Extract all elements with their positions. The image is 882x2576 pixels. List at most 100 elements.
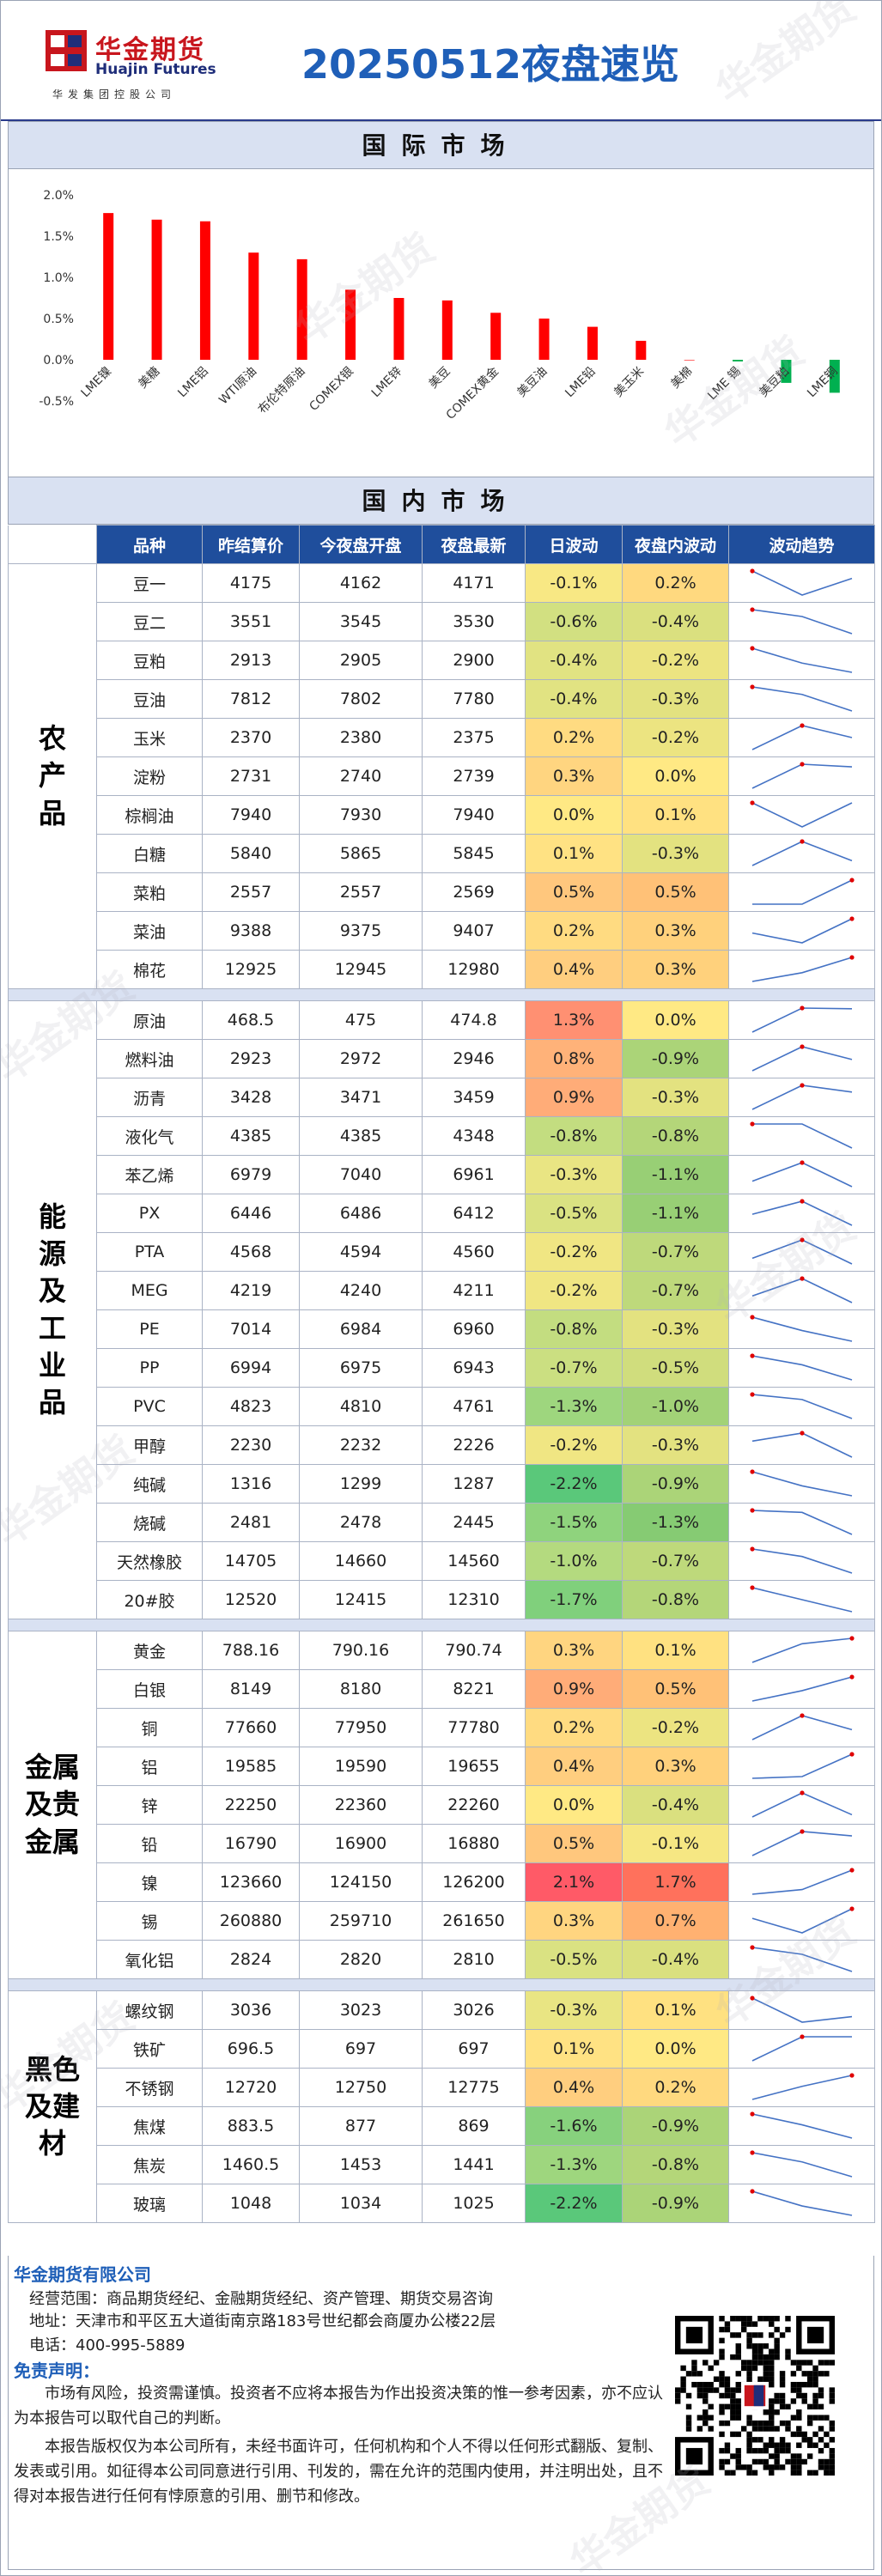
trend-sparkline xyxy=(751,1868,855,1895)
qr-module xyxy=(796,2392,802,2399)
sparkline-high-point xyxy=(849,955,855,960)
night-open: 8180 xyxy=(299,1669,423,1709)
qr-module xyxy=(796,2381,802,2388)
night-open: 7040 xyxy=(299,1155,423,1194)
qr-module xyxy=(751,2321,758,2327)
sparkline-high-point xyxy=(749,1392,755,1397)
x-category-label: COMEX黄金 xyxy=(443,364,502,422)
x-category-label: 美豆油 xyxy=(514,365,550,400)
x-category-label: 美豆 xyxy=(427,365,453,392)
qr-module xyxy=(769,2409,775,2415)
sparkline-high-point xyxy=(799,1829,805,1834)
night-latest: 2226 xyxy=(422,1425,526,1465)
qr-module xyxy=(696,2415,703,2421)
sparkline-path xyxy=(751,841,852,866)
product-name: 玉米 xyxy=(96,718,203,757)
qr-module xyxy=(735,2343,741,2349)
sparkline-high-point xyxy=(749,1585,755,1590)
prev-settle: 2731 xyxy=(202,756,300,796)
header-prev-settle: 昨结算价 xyxy=(202,525,300,564)
table-row: 菜油 9388 9375 9407 0.2% 0.3% xyxy=(9,911,875,951)
product-name: 焦煤 xyxy=(96,2106,203,2146)
table-row: 烧碱 2481 2478 2445 -1.5% -1.3% xyxy=(9,1503,875,1542)
night-latest: 2375 xyxy=(422,718,526,757)
qr-module xyxy=(708,2365,714,2372)
daily-change: -0.1% xyxy=(525,563,623,603)
product-name: 黄金 xyxy=(96,1631,203,1670)
qr-module xyxy=(763,2316,769,2322)
sparkline-high-point xyxy=(749,1546,755,1552)
qr-module xyxy=(708,2403,714,2410)
sparkline-path xyxy=(751,918,852,944)
product-name: 氧化铝 xyxy=(96,1940,203,1979)
sparkline-high-point xyxy=(749,2111,755,2117)
qr-module xyxy=(785,2458,791,2465)
qr-module xyxy=(785,2403,791,2410)
qr-module xyxy=(691,2365,697,2372)
prev-settle: 2913 xyxy=(202,641,300,680)
qr-module xyxy=(818,2360,824,2366)
night-open: 790.16 xyxy=(299,1631,423,1670)
night-latest: 4211 xyxy=(422,1271,526,1310)
trend-sparkline xyxy=(749,1996,852,2023)
prev-settle: 12925 xyxy=(202,950,300,989)
night-change: 0.1% xyxy=(622,1990,729,2030)
trend-sparkline-cell xyxy=(728,950,875,989)
night-open: 3023 xyxy=(299,1990,423,2030)
qr-module xyxy=(719,2403,725,2410)
prev-settle: 6979 xyxy=(202,1155,300,1194)
trend-sparkline xyxy=(749,607,852,635)
chart-bar xyxy=(781,360,792,383)
qr-module xyxy=(746,2447,752,2454)
qr-module xyxy=(680,2376,686,2382)
trend-sparkline xyxy=(749,646,852,673)
qr-module xyxy=(829,2387,835,2393)
night-latest: 7940 xyxy=(422,795,526,835)
qr-module xyxy=(719,2431,725,2438)
qr-module xyxy=(735,2332,741,2338)
table-row: 玻璃 1048 1034 1025 -2.2% -0.9% xyxy=(9,2184,875,2223)
sparkline-high-point xyxy=(799,1276,805,1281)
qr-module xyxy=(796,2464,802,2470)
qr-module xyxy=(757,2420,763,2427)
trend-sparkline-cell xyxy=(728,1824,875,1863)
daily-change: 0.3% xyxy=(525,1631,623,1670)
qr-module xyxy=(812,2442,818,2448)
qr-module xyxy=(724,2387,731,2393)
x-category-label: LME 锡 xyxy=(705,365,744,404)
table-row: 淀粉 2731 2740 2739 0.3% 0.0% xyxy=(9,756,875,796)
qr-module xyxy=(763,2409,769,2415)
qr-module xyxy=(735,2447,741,2454)
trend-sparkline-cell xyxy=(728,1000,875,1040)
qr-module xyxy=(719,2381,725,2388)
trend-sparkline-cell xyxy=(728,1631,875,1670)
trend-sparkline xyxy=(751,1276,852,1303)
y-tick-label: 1.5% xyxy=(43,230,74,244)
qr-module xyxy=(790,2371,797,2377)
logo-english-name: Huajin Futures xyxy=(95,61,216,78)
qr-module xyxy=(763,2464,769,2470)
trend-sparkline-cell xyxy=(728,1862,875,1902)
trend-sparkline-cell xyxy=(728,1464,875,1504)
table-row: 菜粕 2557 2557 2569 0.5% 0.5% xyxy=(9,872,875,912)
prev-settle: 3551 xyxy=(202,602,300,641)
sparkline-high-point xyxy=(849,916,855,921)
qr-module xyxy=(818,2437,824,2443)
daily-change: 0.5% xyxy=(525,872,623,912)
qr-module xyxy=(735,2458,741,2465)
trend-sparkline-cell xyxy=(728,1425,875,1465)
table-row: 豆油 7812 7802 7780 -0.4% -0.3% xyxy=(9,679,875,719)
daily-change: 0.4% xyxy=(525,1747,623,1786)
trend-sparkline xyxy=(751,1829,852,1856)
night-open: 3545 xyxy=(299,602,423,641)
night-open: 3471 xyxy=(299,1078,423,1117)
prev-settle: 4568 xyxy=(202,1232,300,1272)
product-name: 锡 xyxy=(96,1901,203,1941)
night-open: 475 xyxy=(299,1000,423,1040)
prev-settle: 4385 xyxy=(202,1116,300,1156)
table-header-row: 品种 昨结算价 今夜盘开盘 夜盘最新 日波动 夜盘内波动 波动趋势 xyxy=(8,525,875,564)
qr-module xyxy=(724,2447,731,2454)
night-change: -0.2% xyxy=(622,641,729,680)
night-change: -0.7% xyxy=(622,1271,729,1310)
daily-change: 0.0% xyxy=(525,1785,623,1825)
